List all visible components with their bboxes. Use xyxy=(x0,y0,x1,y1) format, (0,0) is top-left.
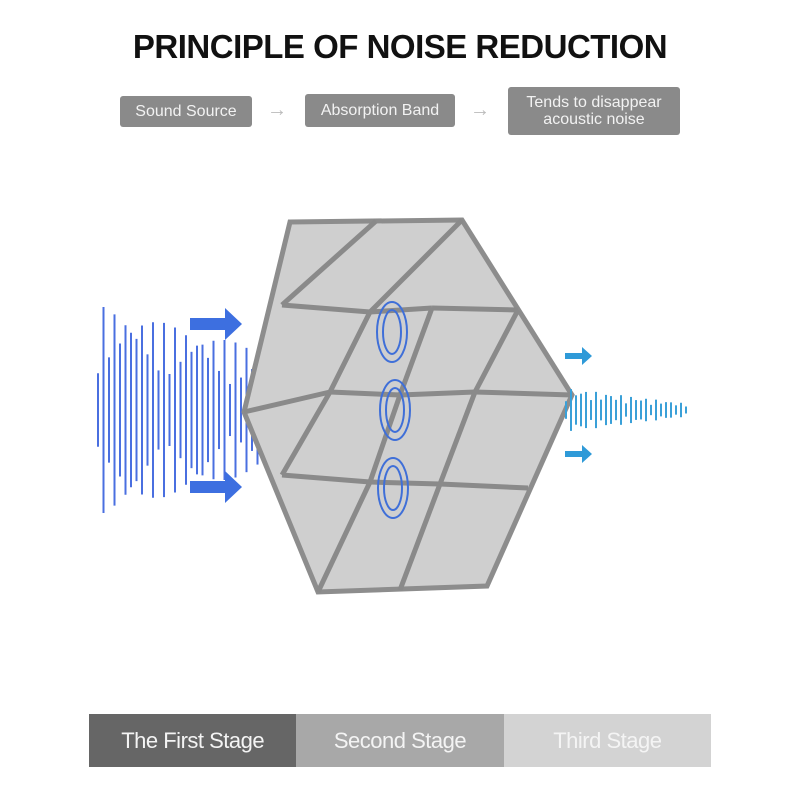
outgoing-arrow-icons xyxy=(565,347,592,463)
stage-third: Third Stage xyxy=(503,714,711,767)
noise-reduction-diagram xyxy=(97,217,687,595)
step-noise-disappears: Tends to disappear acoustic noise xyxy=(508,87,680,135)
right-arrow-icon: → xyxy=(267,99,287,121)
acoustic-panel xyxy=(241,217,575,595)
stage-first: The First Stage xyxy=(89,714,297,767)
absorption-swirl-icons xyxy=(376,301,411,519)
right-arrow-icon: → xyxy=(470,99,490,121)
stages-bar: The First Stage Second Stage Third Stage xyxy=(89,714,711,767)
page-title: PRINCIPLE OF NOISE REDUCTION xyxy=(132,28,668,65)
stage-second: Second Stage xyxy=(296,714,504,767)
step-sound-source: Sound Source xyxy=(120,96,252,127)
outgoing-sound-wave xyxy=(565,389,687,431)
incoming-arrow-icons xyxy=(190,308,242,503)
step-absorption-band: Absorption Band xyxy=(305,94,455,127)
